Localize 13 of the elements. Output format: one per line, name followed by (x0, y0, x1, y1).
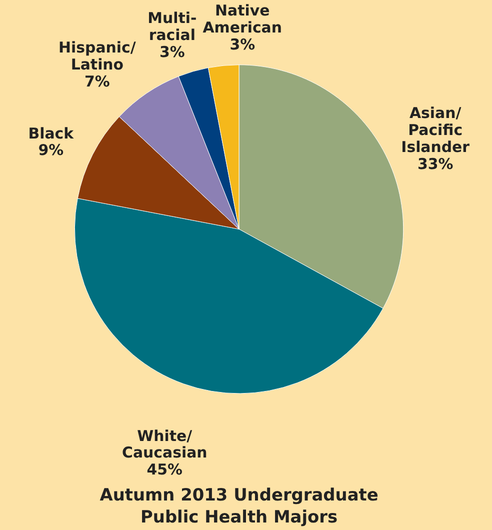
slice-label: Multi-racial (148, 9, 197, 44)
data-label: 3% (230, 35, 256, 54)
data-label: 3% (159, 43, 185, 62)
data-label: 9% (38, 141, 64, 160)
slice-label: Native American (202, 2, 282, 36)
slice-label: White/ Caucasian (122, 426, 208, 462)
slice-label: Asian/ Pacific Islander (401, 104, 470, 156)
slice-label: Black (28, 124, 75, 142)
data-label: 7% (84, 72, 110, 90)
text: Autumn 2013 Undergraduate Public Health Majors (100, 484, 378, 526)
slice-label: Hispanic/ Latino (58, 38, 136, 74)
data-label: 45% (146, 460, 183, 479)
data-label: 33% (417, 154, 454, 173)
